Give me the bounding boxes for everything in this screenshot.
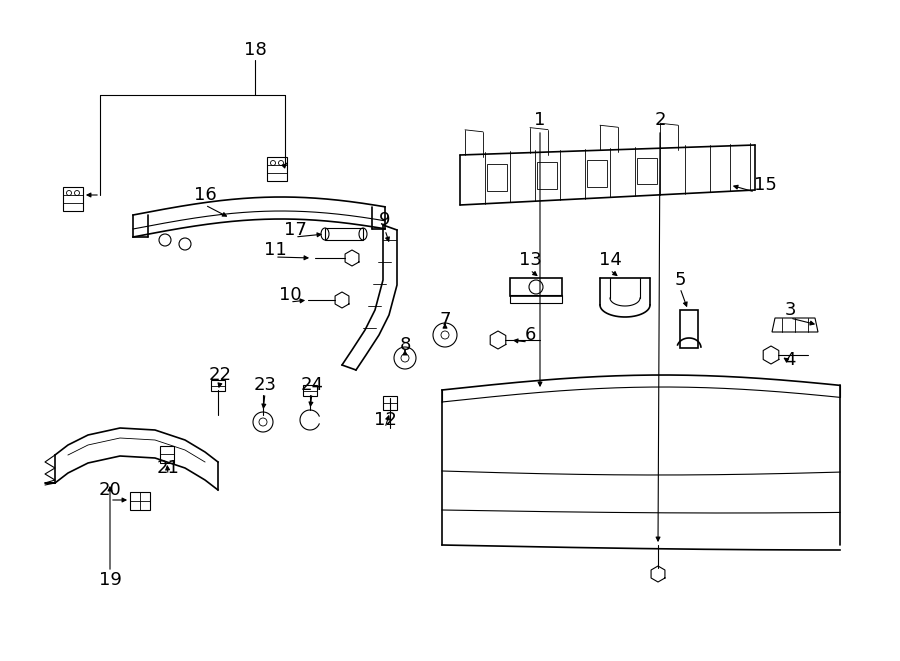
- Text: 9: 9: [379, 211, 391, 229]
- Text: 3: 3: [784, 301, 796, 319]
- Bar: [637, 159, 657, 184]
- Text: 11: 11: [264, 241, 286, 259]
- Text: 5: 5: [674, 271, 686, 289]
- Text: 1: 1: [535, 111, 545, 129]
- Text: 7: 7: [439, 311, 451, 329]
- Bar: [587, 161, 607, 186]
- Text: 22: 22: [209, 366, 231, 384]
- Text: 6: 6: [525, 326, 535, 344]
- Bar: [63, 187, 83, 211]
- Text: 18: 18: [244, 41, 266, 59]
- Text: 16: 16: [194, 186, 216, 204]
- Text: 14: 14: [598, 251, 621, 269]
- Bar: [510, 295, 562, 303]
- Bar: [130, 492, 150, 510]
- Bar: [160, 446, 174, 463]
- Bar: [303, 385, 317, 396]
- Text: 8: 8: [400, 336, 410, 354]
- Text: 12: 12: [374, 411, 396, 429]
- Bar: [680, 310, 698, 348]
- Text: 21: 21: [157, 459, 179, 477]
- Bar: [211, 380, 225, 391]
- Bar: [510, 278, 562, 296]
- Bar: [537, 162, 557, 189]
- Text: 20: 20: [99, 481, 122, 499]
- Text: 17: 17: [284, 221, 306, 239]
- Bar: [487, 164, 507, 191]
- Text: 10: 10: [279, 286, 302, 304]
- Text: 15: 15: [753, 176, 777, 194]
- Text: 23: 23: [254, 376, 276, 394]
- Bar: [267, 157, 287, 181]
- Text: 4: 4: [784, 351, 796, 369]
- Bar: [383, 396, 397, 410]
- Text: 13: 13: [518, 251, 542, 269]
- Bar: [325, 228, 363, 240]
- Polygon shape: [772, 318, 818, 332]
- Text: 19: 19: [99, 571, 122, 589]
- Text: 24: 24: [301, 376, 323, 394]
- Text: 2: 2: [654, 111, 666, 129]
